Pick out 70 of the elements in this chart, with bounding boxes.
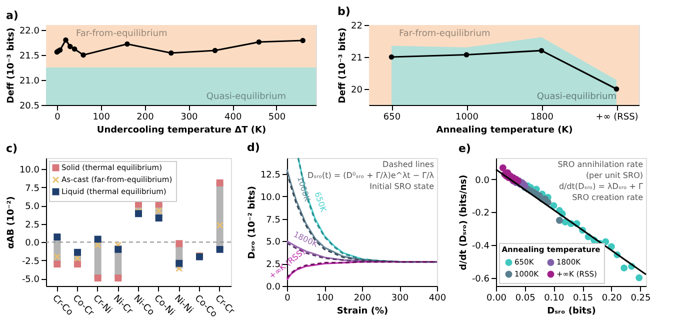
y-axis-title: Deff (10⁻³ bits) <box>6 28 16 104</box>
y-axis-title: Dₛᵣₒ (10⁻² bits) <box>247 186 258 260</box>
chart-title: d) <box>246 141 260 154</box>
x-axis-title: Annealing temperature (K) <box>436 126 573 136</box>
x-tick-label: 0 <box>284 294 291 304</box>
annotation: SRO creation rate <box>572 193 644 202</box>
x-tick-label: 0.15 <box>573 294 594 304</box>
annotation: Initial SRO state <box>370 182 434 191</box>
band-label: Far-from-equilibrium <box>399 29 490 39</box>
annotation: (per unit SRO) <box>586 171 643 180</box>
y-tick-label: 5.0 <box>25 202 40 212</box>
x-tick-label: 400 <box>224 112 242 122</box>
y-tick-label: 10.0 <box>19 165 40 176</box>
y-tick-label: 21 <box>351 54 362 64</box>
y-tick-label: 10.0 <box>260 192 281 203</box>
y-tick-label: -2.5 <box>22 256 40 267</box>
y-tick-label: -0.2 <box>472 208 490 219</box>
x-tick-label: 0.20 <box>602 294 622 304</box>
chart-title: e) <box>458 142 471 155</box>
annotation: Dₛᵣₒ(t) = (D⁰ₛᵣₒ + Γ/λ)e^λt − Γ/λ <box>307 171 434 180</box>
x-tick-label: 500 <box>268 112 286 122</box>
x-tick-label: 1000 <box>456 112 479 122</box>
y-axis-title: αAB (10⁻²) <box>6 196 16 249</box>
x-tick-label: 200 <box>136 112 154 122</box>
y-tick-label: 22 <box>351 22 362 32</box>
y-axis-title: d/dt (Dₛᵣₒ) (bits/ns) <box>458 174 469 270</box>
text: 650K <box>312 190 328 214</box>
x-tick-label: 0.25 <box>630 294 651 304</box>
chart-title: b) <box>338 5 350 18</box>
y-tick-label: 7.5 <box>25 184 40 194</box>
x-axis-title: Strain (%) <box>336 306 388 316</box>
y-tick-label: 7.5 <box>266 215 280 226</box>
x-tick-label: 0 <box>54 112 61 122</box>
chart-title: a) <box>6 9 18 22</box>
x-tick-label: 0.05 <box>515 294 536 304</box>
chart-title: c) <box>6 142 18 155</box>
x-tick-label: 100 <box>316 294 334 304</box>
band-label: Quasi-equilibrium <box>206 92 286 102</box>
y-tick-label: 20.5 <box>19 102 40 112</box>
x-axis-title: Dₛᵣₒ (bits) <box>547 306 596 316</box>
y-axis-title: Deff (10⁻³ bits) <box>338 28 348 104</box>
annotation: Dashed lines <box>382 160 434 169</box>
y-tick-label: 21.5 <box>19 52 40 62</box>
y-tick-label: -5.0 <box>22 275 40 286</box>
x-tick-label: +∞ (RSS) <box>596 112 638 122</box>
x-tick-label: 100 <box>92 112 110 122</box>
x-tick-label: 0.10 <box>544 294 564 304</box>
y-tick-label: -0.4 <box>472 241 490 252</box>
x-tick-label: 0.00 <box>486 294 507 304</box>
y-tick-label: -0.6 <box>472 274 490 284</box>
x-tick-label: 300 <box>391 294 409 304</box>
y-tick-label: 0.0 <box>266 282 281 292</box>
y-tick-label: 0.0 <box>25 238 40 249</box>
y-tick-label: 20 <box>351 86 363 96</box>
y-tick-label: 21.0 <box>19 76 40 86</box>
x-tick-label: 400 <box>428 294 446 304</box>
x-axis-title: Undercooling temperature ΔT (K) <box>96 126 266 136</box>
y-tick-label: 2.5 <box>25 220 40 230</box>
x-tick-label: 200 <box>354 294 372 304</box>
annotation: d/dt(Dₛᵣₒ) = λDₛᵣₒ + Γ <box>558 182 644 191</box>
y-tick-label: 22.0 <box>19 26 40 36</box>
x-tick-label: 1800 <box>530 112 554 122</box>
band-label: Far-from-equilibrium <box>76 29 168 39</box>
y-tick-label: 0.0 <box>475 176 490 186</box>
series-label: Quasi-equilibrium <box>536 92 616 102</box>
x-tick-label: 300 <box>180 112 198 122</box>
y-tick-label: 12.5 <box>260 170 280 181</box>
y-tick-label: 5.0 <box>266 238 281 248</box>
x-tick-label: 650 <box>383 112 401 122</box>
annotation: SRO annihilation rate <box>558 160 644 169</box>
